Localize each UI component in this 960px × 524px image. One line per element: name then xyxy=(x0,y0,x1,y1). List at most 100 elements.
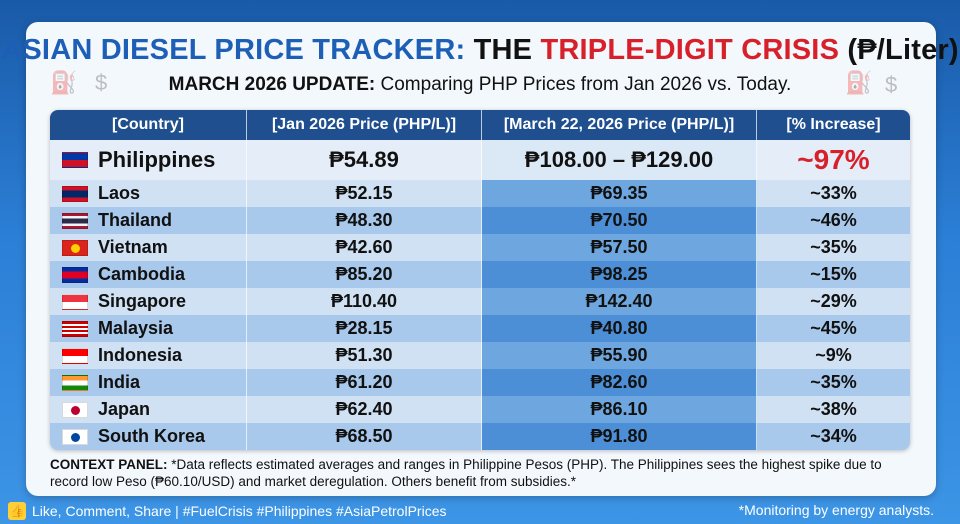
jan-price-cell: ₱62.40 xyxy=(247,396,482,423)
page-title: ASIAN DIESEL PRICE TRACKER: THE TRIPLE-D… xyxy=(0,34,960,67)
footer-left-text: Like, Comment, Share | #FuelCrisis #Phil… xyxy=(32,503,447,519)
table-header-row: [Country] [Jan 2026 Price (PHP/L)] [Marc… xyxy=(50,110,910,140)
march-price-cell: ₱142.40 xyxy=(482,288,757,315)
country-cell: Thailand xyxy=(50,207,247,234)
country-cell: India xyxy=(50,369,247,396)
increase-cell: ~45% xyxy=(757,315,910,342)
flag-sg-icon xyxy=(62,293,88,310)
table-row: Indonesia ₱51.30 ₱55.90 ~9% xyxy=(50,342,910,369)
jan-price-cell: ₱52.15 xyxy=(247,180,482,207)
increase-cell: ~33% xyxy=(757,180,910,207)
march-price-cell: ₱82.60 xyxy=(482,369,757,396)
thumbs-up-icon: 👍 xyxy=(8,502,26,520)
march-price-cell: ₱98.25 xyxy=(482,261,757,288)
country-name: Philippines xyxy=(98,147,216,172)
price-table: [Country] [Jan 2026 Price (PHP/L)] [Marc… xyxy=(50,110,910,450)
table-row: India ₱61.20 ₱82.60 ~35% xyxy=(50,369,910,396)
increase-cell: ~46% xyxy=(757,207,910,234)
country-name: Singapore xyxy=(98,291,187,311)
country-cell: Indonesia xyxy=(50,342,247,369)
jan-price-cell: ₱68.50 xyxy=(247,423,482,450)
flag-th-icon xyxy=(62,212,88,229)
country-name: Malaysia xyxy=(98,318,174,338)
country-name: Japan xyxy=(98,399,151,419)
jan-price-cell: ₱48.30 xyxy=(247,207,482,234)
table-row: Vietnam ₱42.60 ₱57.50 ~35% xyxy=(50,234,910,261)
table-row: Laos ₱52.15 ₱69.35 ~33% xyxy=(50,180,910,207)
context-panel: CONTEXT PANEL: *Data reflects estimated … xyxy=(50,456,910,490)
country-cell: Vietnam xyxy=(50,234,247,261)
jan-price-cell: ₱110.40 xyxy=(247,288,482,315)
jan-price-cell: ₱61.20 xyxy=(247,369,482,396)
table-row: Cambodia ₱85.20 ₱98.25 ~15% xyxy=(50,261,910,288)
flag-jp-icon xyxy=(62,401,88,418)
increase-cell: ~38% xyxy=(757,396,910,423)
flag-my-icon xyxy=(62,320,88,337)
money-bag-icon: $ xyxy=(95,70,108,95)
title-part-4: (₱/Liter) xyxy=(847,34,959,66)
jan-price-cell: ₱28.15 xyxy=(247,315,482,342)
march-price-cell: ₱57.50 xyxy=(482,234,757,261)
title-part-3: TRIPLE-DIGIT CRISIS xyxy=(540,34,840,66)
jan-price-cell: ₱54.89 xyxy=(247,140,482,180)
flag-in-icon xyxy=(62,374,88,391)
march-price-cell: ₱40.80 xyxy=(482,315,757,342)
march-price-cell: ₱55.90 xyxy=(482,342,757,369)
column-header-march-price: [March 22, 2026 Price (PHP/L)] xyxy=(482,110,757,140)
increase-cell: ~97% xyxy=(757,140,910,180)
increase-cell: ~29% xyxy=(757,288,910,315)
footer-credit: *Monitoring by energy analysts. xyxy=(738,502,934,518)
title-part-1: ASIAN DIESEL PRICE TRACKER: xyxy=(1,34,466,66)
march-price-cell: ₱69.35 xyxy=(482,180,757,207)
increase-cell: ~35% xyxy=(757,234,910,261)
coin-icon: $ xyxy=(885,72,898,97)
flag-ph-icon xyxy=(62,152,88,168)
jan-price-cell: ₱42.60 xyxy=(247,234,482,261)
country-cell: Malaysia xyxy=(50,315,247,342)
increase-cell: ~15% xyxy=(757,261,910,288)
increase-cell: ~9% xyxy=(757,342,910,369)
oil-pump-icon: ⛽ xyxy=(845,70,873,95)
country-cell: Japan xyxy=(50,396,247,423)
country-name: India xyxy=(98,372,141,392)
title-part-2: THE xyxy=(473,34,533,66)
table-body: Philippines ₱54.89 ₱108.00 – ₱129.00 ~97% La… xyxy=(50,140,910,450)
page-subtitle: MARCH 2026 UPDATE: Comparing PHP Prices … xyxy=(0,74,960,96)
table-row: South Korea ₱68.50 ₱91.80 ~34% xyxy=(50,423,910,450)
flag-la-icon xyxy=(62,185,88,202)
context-label: CONTEXT PANEL: xyxy=(50,457,168,472)
table-row: Malaysia ₱28.15 ₱40.80 ~45% xyxy=(50,315,910,342)
country-cell: Laos xyxy=(50,180,247,207)
subtitle-rest: Comparing PHP Prices from Jan 2026 vs. T… xyxy=(380,74,792,95)
increase-cell: ~34% xyxy=(757,423,910,450)
column-header-increase: [% Increase] xyxy=(786,116,881,133)
context-text: *Data reflects estimated averages and ra… xyxy=(50,457,882,489)
jan-price-cell: ₱51.30 xyxy=(247,342,482,369)
increase-cell: ~35% xyxy=(757,369,910,396)
march-price-cell: ₱108.00 – ₱129.00 xyxy=(482,140,757,180)
table-row: Japan ₱62.40 ₱86.10 ~38% xyxy=(50,396,910,423)
country-cell: South Korea xyxy=(50,423,247,450)
table-row: Philippines ₱54.89 ₱108.00 – ₱129.00 ~97% xyxy=(50,140,910,180)
gas-pump-icon: ⛽ xyxy=(50,70,78,95)
country-name: Cambodia xyxy=(98,264,186,284)
march-price-cell: ₱91.80 xyxy=(482,423,757,450)
footer-social: 👍 Like, Comment, Share | #FuelCrisis #Ph… xyxy=(8,502,446,520)
table-row: Thailand ₱48.30 ₱70.50 ~46% xyxy=(50,207,910,234)
country-name: South Korea xyxy=(98,426,206,446)
jan-price-cell: ₱85.20 xyxy=(247,261,482,288)
column-header-jan-price: [Jan 2026 Price (PHP/L)] xyxy=(247,110,482,140)
column-header-country: [Country] xyxy=(50,110,247,140)
flag-vn-icon xyxy=(62,239,88,256)
country-cell: Singapore xyxy=(50,288,247,315)
flag-kr-icon xyxy=(62,428,88,445)
country-name: Thailand xyxy=(98,210,173,230)
flag-id-icon xyxy=(62,347,88,364)
country-name: Laos xyxy=(98,183,141,203)
march-price-cell: ₱86.10 xyxy=(482,396,757,423)
country-cell: Philippines xyxy=(50,140,247,180)
table-row: Singapore ₱110.40 ₱142.40 ~29% xyxy=(50,288,910,315)
country-cell: Cambodia xyxy=(50,261,247,288)
subtitle-bold: MARCH 2026 UPDATE: xyxy=(168,74,376,95)
flag-kh-icon xyxy=(62,266,88,283)
